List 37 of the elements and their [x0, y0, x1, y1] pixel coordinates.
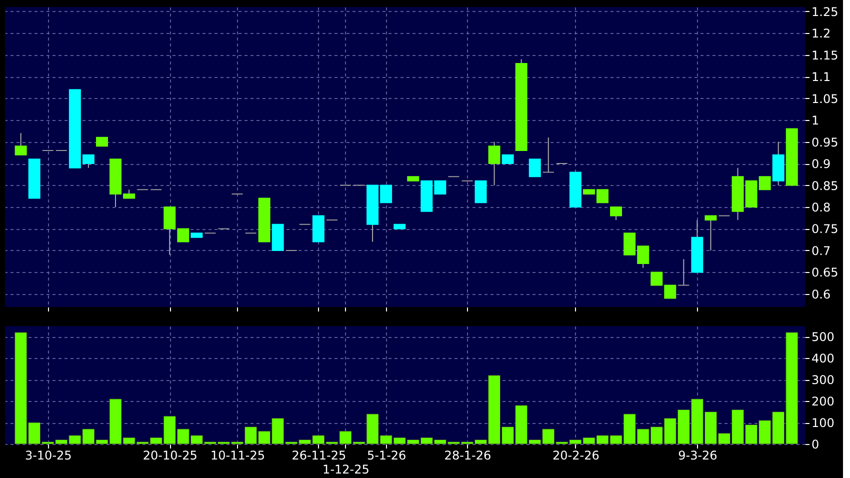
y-tick-label: 1: [812, 114, 820, 128]
y-tick-label: 0.75: [812, 222, 838, 236]
y-tick-label: 1.2: [812, 26, 831, 41]
x-tick-label: 3-10-25: [24, 448, 72, 462]
x-tick-label: 28-1-26: [444, 448, 492, 462]
y-tick-label: 1.05: [812, 92, 838, 106]
y-tick-label: 0.6: [812, 287, 831, 302]
y-tick-label: 300: [812, 373, 834, 388]
x-tick-label: 1-12-25: [322, 462, 370, 476]
y-tick-label: 400: [812, 352, 834, 366]
candlestick: [474, 180, 487, 204]
y-tick-label: 1.15: [812, 48, 838, 62]
x-tick-label: 10-11-25: [210, 448, 265, 462]
candlestick: [610, 206, 622, 221]
x-tick-label: 20-10-25: [142, 448, 198, 462]
y-tick-label: 500: [812, 330, 834, 344]
candlestick: [488, 141, 500, 186]
x-tick-label: 20-2-26: [552, 448, 600, 462]
y-tick-label: 1.1: [812, 70, 831, 84]
candlestick: [678, 258, 690, 286]
y-tick-label: 1.25: [812, 4, 838, 19]
x-tick-label: 26-11-25: [292, 448, 346, 462]
candlestick: [542, 136, 554, 173]
candlestick: [14, 132, 27, 156]
y-tick-label: 0: [812, 438, 820, 452]
candlestick: [704, 215, 717, 251]
y-tick-label: 0.85: [812, 178, 838, 193]
candlestick: [528, 158, 541, 178]
y-tick-label: 0.8: [812, 200, 831, 214]
x-tick-label: 5-1-26: [366, 448, 406, 462]
y-tick-label: 0.7: [812, 244, 831, 258]
y-tick-label: 100: [812, 416, 834, 430]
y-tick-label: 0.9: [812, 157, 831, 172]
y-tick-label: 200: [812, 394, 834, 409]
y-tick-label: 0.65: [812, 266, 838, 280]
x-tick-label: 9-3-26: [678, 448, 718, 462]
y-tick-label: 0.95: [812, 135, 838, 150]
